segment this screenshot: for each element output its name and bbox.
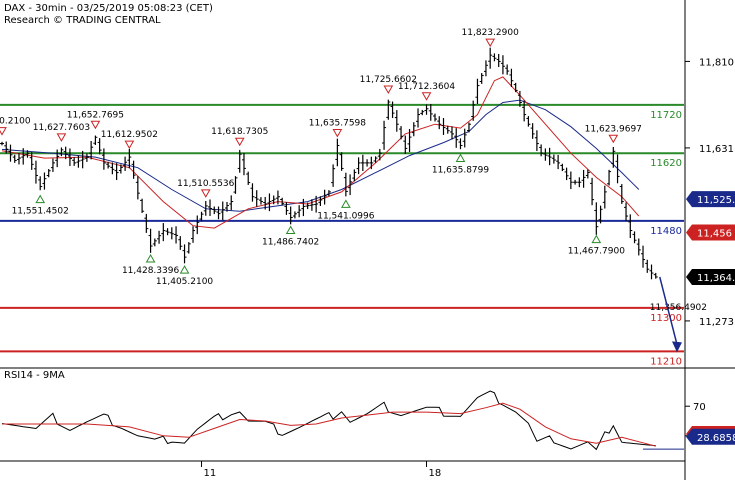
forecast-arrow-line [659,276,678,345]
low-marker [145,254,156,263]
high-marker-label: 11,823.2900 [462,28,520,38]
price-layer: 11720 11620 11480 11300 11210 11,810 11,631 11,… [0,28,735,479]
low-marker [455,153,466,162]
high-marker [421,92,432,101]
low-marker-label: 11,428.3396 [122,266,180,276]
chart-title: DAX - 30min - 03/25/2019 05:08:23 (CET) [4,3,213,14]
high-marker [90,120,101,130]
badge-ma-red [686,224,735,241]
level-11620-label: 11620 [650,158,682,169]
x-tick-label: 18 [429,468,442,479]
price-tick-label: 11,810 [699,57,734,68]
high-marker-label: 11,510.5536 [177,179,235,189]
rsi-layer: 703032.572828.6858 [1,390,735,451]
level-11720-label: 11720 [650,110,682,121]
badge-rsi [686,428,735,445]
high-marker [485,38,496,48]
x-tick-label: 11 [204,468,217,479]
high-marker [124,140,135,150]
high-marker [56,133,67,142]
low-marker-label: 11,467.7900 [568,247,626,257]
high-marker-label: 11,725.6602 [360,75,417,85]
rsi-title: RSI14 - 9MA [4,370,65,381]
ma-red-line [1,76,640,229]
high-marker [200,189,211,198]
badge-ma-red-text: 11,456 [697,228,732,239]
low-marker-label: 11,635.8799 [432,165,490,175]
high-marker-label: 11,623.9697 [585,124,642,134]
high-marker-label: 11,712.3604 [398,82,456,92]
high-marker [608,134,619,144]
badge-ma-blue [686,191,735,208]
high-marker [383,85,394,95]
high-marker [0,127,7,136]
badge-last-price-text: 11,364.2 [697,273,735,284]
low-marker [591,234,602,244]
rsi-line [1,390,656,451]
high-marker [332,128,343,138]
high-marker-label: 11,652.7695 [67,110,124,120]
badge-rsi-text: 28.6858 [697,433,735,444]
forecast-arrow-head [671,341,682,353]
low-marker-label: 11,486.7402 [262,238,319,248]
price-tick-label: 11,273 [699,317,734,328]
badge-ma-blue-text: 11,525.4 [697,195,735,206]
rsi-tick-label: 70 [693,402,706,413]
low-marker-label: 11,405.2100 [156,277,214,287]
high-marker-label: 11,640.2100 [0,117,31,127]
low-marker [340,199,351,208]
ma-blue-line [1,99,640,212]
last-value-label: 11,356.4902 [650,303,707,313]
level-11480-label: 11480 [650,226,682,237]
low-marker [35,194,46,204]
price-tick-label: 11,631 [699,144,734,155]
chart-subtitle: Research © TRADING CENTRAL [4,15,161,26]
high-marker-label: 11,612.9502 [101,130,158,140]
low-marker-label: 11,551.4502 [12,207,69,217]
high-marker-label: 11,635.7598 [309,118,367,128]
level-11210-label: 11210 [650,356,682,367]
low-marker-label: 11,541.0996 [317,211,375,221]
rsi-ma-line [2,402,656,447]
low-marker [179,265,190,274]
badge-last-price [686,268,735,285]
high-marker-label: 11,618.7305 [211,127,268,137]
level-11300-label: 11300 [650,313,682,324]
high-marker-label: 11,627.7603 [33,123,90,133]
high-marker [234,137,245,147]
low-marker [285,225,296,235]
